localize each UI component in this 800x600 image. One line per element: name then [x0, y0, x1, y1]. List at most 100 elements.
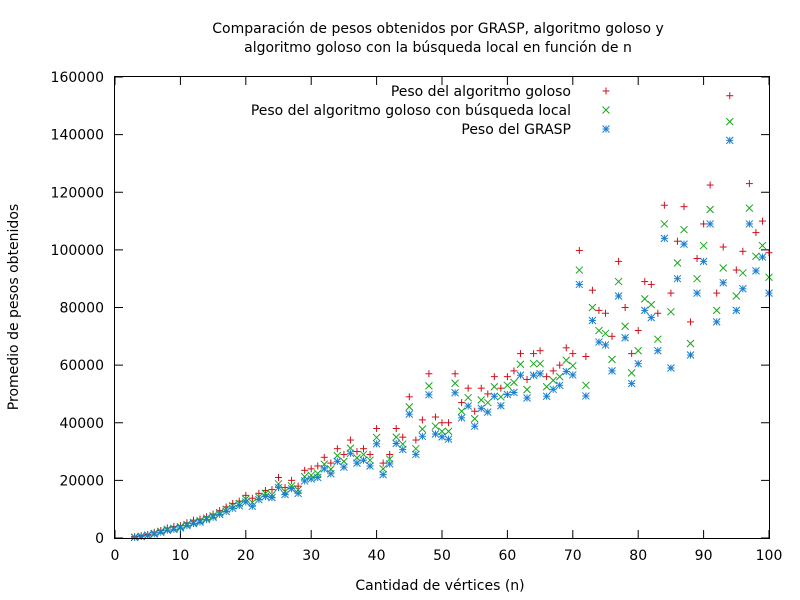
local-search-point [732, 292, 741, 300]
local-search-point [490, 382, 499, 391]
grasp-point [340, 463, 348, 471]
grasp-point [601, 341, 610, 349]
grasp-point [189, 519, 198, 528]
grasp-point [261, 492, 270, 501]
greedy-point [641, 278, 649, 286]
greedy-point [248, 494, 256, 502]
grasp-point [470, 422, 479, 431]
local-search-point [614, 277, 623, 286]
grasp-point [588, 316, 597, 325]
greedy-point [503, 373, 511, 381]
local-search-point [516, 360, 525, 369]
grasp-point [228, 504, 237, 513]
greedy-point [333, 445, 341, 453]
series-2 [130, 117, 773, 541]
grasp-point [621, 333, 629, 342]
greedy-point [497, 384, 505, 392]
grasp-point [241, 498, 250, 506]
local-search-point [595, 326, 603, 335]
grasp-point [353, 459, 361, 467]
greedy-point [634, 327, 642, 335]
chart-title-line-1: Comparación de pesos obtenidos por GRASP… [212, 21, 664, 37]
grasp-point [725, 136, 734, 145]
greedy-point [320, 453, 328, 461]
series-1 [131, 92, 773, 541]
greedy-point [418, 416, 426, 424]
greedy-point [301, 466, 309, 474]
grasp-point [268, 493, 276, 502]
y-tick-label: 140000 [51, 128, 104, 144]
local-search-point [719, 264, 728, 272]
greedy-point [471, 407, 479, 415]
y-tick-label: 160000 [51, 70, 104, 86]
grasp-point [170, 525, 178, 534]
greedy-point [314, 462, 322, 470]
greedy-point [510, 367, 518, 375]
local-search-point [248, 498, 257, 507]
legend: Peso del algoritmo goloso Peso del algori… [251, 84, 610, 138]
grasp-point [163, 526, 172, 535]
x-tick-label: 80 [629, 548, 647, 564]
local-search-point [340, 457, 348, 466]
y-tick-label: 40000 [59, 416, 104, 432]
local-search-point [392, 433, 401, 442]
grasp-point [575, 280, 584, 289]
local-search-point [621, 322, 629, 331]
local-search-point [542, 382, 551, 391]
greedy-point [242, 491, 250, 499]
local-search-point [307, 471, 316, 480]
local-search-point [379, 464, 387, 473]
greedy-point [667, 289, 675, 297]
grasp-point [156, 528, 165, 537]
greedy-point [327, 459, 335, 467]
grasp-point [202, 515, 211, 524]
greedy-point [275, 473, 282, 481]
grasp-point [490, 392, 499, 401]
grasp-point [333, 457, 342, 466]
greedy-point [307, 465, 315, 473]
local-search-point [418, 425, 427, 433]
greedy-point [700, 220, 708, 228]
legend-label: Peso del GRASP [461, 122, 571, 138]
grasp-point [294, 489, 302, 498]
greedy-point [373, 425, 381, 433]
grasp-point [503, 390, 512, 399]
grasp-point [634, 359, 643, 368]
greedy-point [752, 229, 760, 237]
grasp-point [457, 413, 466, 422]
greedy-point [379, 459, 387, 467]
grasp-point [300, 477, 309, 485]
grasp-point [568, 371, 577, 379]
grasp-point [366, 462, 374, 470]
greedy-point [575, 246, 583, 254]
local-search-point [738, 269, 747, 277]
local-search-point [549, 376, 558, 385]
local-search-point [398, 440, 407, 448]
grasp-point [281, 490, 289, 499]
grasp-point [307, 475, 316, 483]
grasp-point [699, 257, 708, 266]
greedy-point [386, 450, 394, 458]
greedy-point [458, 399, 466, 407]
local-search-point [497, 392, 505, 401]
local-search-point [536, 359, 544, 368]
greedy-point [647, 280, 655, 288]
grasp-point [549, 385, 558, 394]
local-search-point [725, 117, 734, 126]
local-search-point [523, 385, 531, 394]
grasp-point [176, 524, 185, 532]
greedy-point [288, 476, 296, 484]
local-search-point [693, 274, 701, 283]
local-search-point [667, 307, 675, 316]
legend-item: Peso del GRASP [461, 122, 610, 138]
x-tick-label: 100 [756, 548, 783, 564]
grasp-point [385, 460, 394, 468]
local-search-point [588, 303, 597, 312]
greedy-point [464, 384, 472, 392]
x-tick-label: 50 [433, 548, 451, 564]
greedy-point [745, 180, 753, 188]
grasp-point [582, 392, 590, 400]
legend-marker [602, 87, 610, 95]
greedy-point [412, 436, 420, 444]
grasp-point [758, 253, 767, 261]
